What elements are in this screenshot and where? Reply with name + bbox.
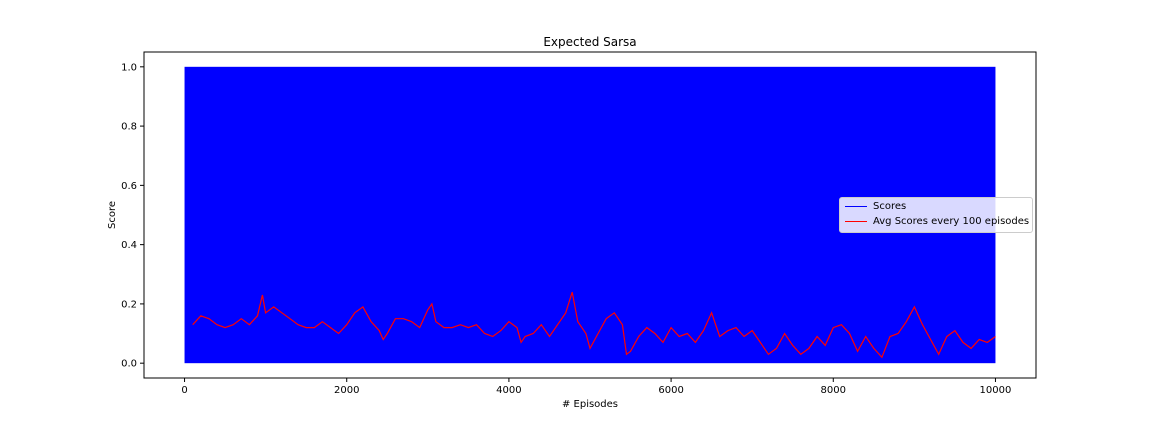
legend-swatch-scores [845,205,867,207]
y-tick-label: 0.0 [121,359,137,370]
legend-item-avg: Avg Scores every 100 episodes [845,215,1029,229]
axes-frame [143,51,1037,379]
x-tick-label: 8000 [821,385,846,396]
legend-label-avg: Avg Scores every 100 episodes [873,216,1030,227]
legend-item-scores: Scores [845,200,906,214]
legend-swatch-avg [845,220,867,222]
y-tick-label: 0.2 [121,299,137,310]
x-tick-label: 0 [181,385,187,396]
x-tick-label: 6000 [658,385,683,396]
legend-label-scores: Scores [873,201,907,212]
x-tick-label: 4000 [496,385,521,396]
y-axis-label: Score [107,201,118,229]
chart-legend: Scores Avg Scores every 100 episodes [839,197,1033,233]
y-tick-label: 0.4 [121,240,137,251]
y-tick-label: 0.6 [121,181,137,192]
axis-ticks: 0 2000 4000 6000 8000 10000 0.0 0.2 0.4 0.6 0.8 1.0 [121,62,1011,396]
x-tick-label: 10000 [980,385,1012,396]
x-tick-label: 2000 [334,385,359,396]
chart-title: Expected Sarsa [543,35,636,49]
y-tick-label: 0.8 [121,122,137,133]
x-axis-label: # Episodes [562,399,618,410]
avg-scores-line [192,291,996,359]
y-tick-label: 1.0 [121,62,137,73]
